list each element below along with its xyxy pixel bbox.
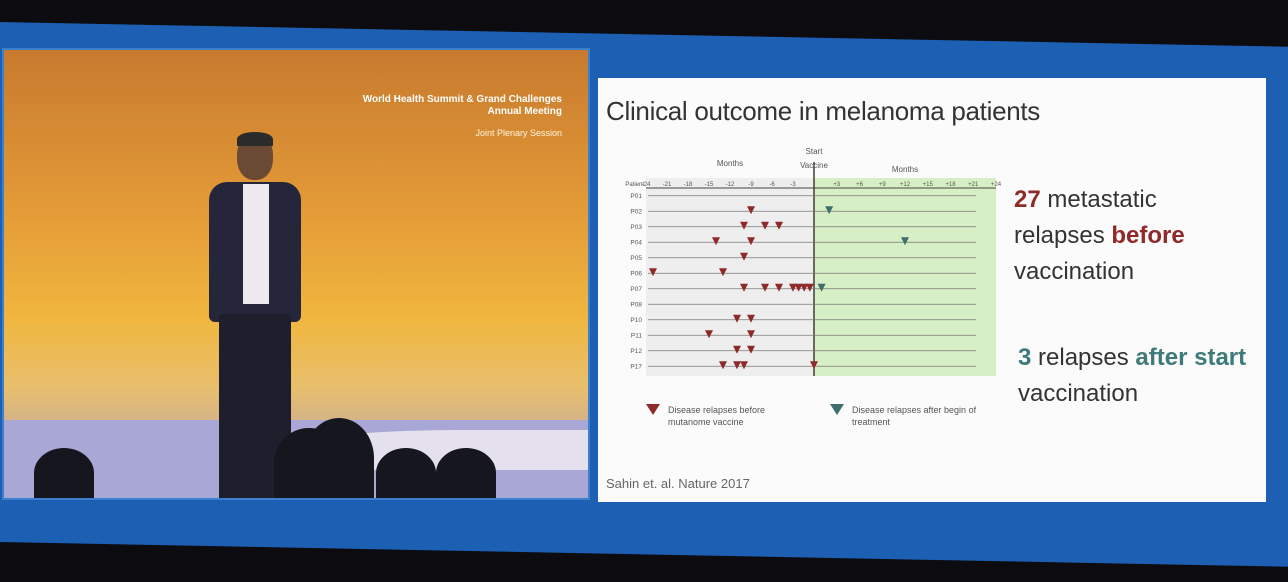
relapse-before-marker — [740, 283, 748, 292]
stat-before-text2: relapses — [1014, 222, 1112, 249]
audience-head — [376, 448, 436, 498]
relapse-before-marker — [747, 206, 755, 215]
patient-label: P12 — [630, 348, 642, 355]
relapse-before-marker — [747, 314, 755, 323]
relapse-before-marker — [789, 283, 797, 292]
relapse-before-marker — [775, 221, 783, 230]
stat-after-vaccination: 3 relapses after start vaccination — [1018, 340, 1246, 412]
speaker-hair — [237, 132, 273, 146]
relapse-before-marker — [747, 330, 755, 339]
header-months-before: Months — [717, 159, 743, 168]
audience-head — [436, 448, 496, 498]
relapse-before-marker — [740, 252, 748, 261]
relapse-before-marker — [705, 330, 713, 339]
patient-label: P07 — [630, 286, 642, 293]
post-vaccine-region — [814, 178, 996, 376]
tick-label-before: -15 — [705, 182, 714, 188]
tick-label-after: +18 — [945, 182, 956, 188]
slide-citation: Sahin et. al. Nature 2017 — [606, 476, 750, 491]
legend-before-label: Disease relapses before mutanome vaccine — [668, 405, 766, 427]
audience-head — [304, 418, 374, 498]
patient-label: P17 — [630, 363, 642, 370]
tick-label-after: +3 — [833, 182, 841, 188]
relapse-before-marker — [740, 361, 748, 370]
relapse-before-marker — [747, 345, 755, 354]
patient-header: Patient — [625, 182, 644, 188]
slide-title: Clinical outcome in melanoma patients — [606, 96, 1041, 126]
relapse-after-marker — [817, 283, 826, 292]
relapse-before-marker — [733, 314, 741, 323]
relapse-before-marker — [810, 361, 818, 370]
stat-before-vaccination: 27 metastatic relapses before vaccinatio… — [1014, 182, 1185, 290]
speaker-shirt — [243, 184, 269, 304]
relapse-before-marker — [775, 283, 783, 292]
legend-before-marker — [646, 404, 660, 415]
stat-before-text: metastatic — [1047, 186, 1157, 213]
summit-subtitle: Joint Plenary Session — [475, 128, 562, 138]
patient-label: P11 — [631, 332, 642, 339]
relapse-before-marker — [712, 237, 720, 246]
tick-label-after: +6 — [856, 182, 864, 188]
header-months-after: Months — [892, 165, 918, 174]
tick-label-after: +12 — [900, 182, 911, 188]
stat-after-number: 3 — [1018, 344, 1032, 371]
relapse-before-marker — [733, 345, 741, 354]
patient-label: P01 — [630, 193, 642, 200]
tick-label-after: +15 — [923, 182, 934, 188]
patient-label: P06 — [630, 270, 642, 277]
relapse-before-marker — [761, 221, 769, 230]
tick-label-before: -12 — [726, 182, 735, 188]
relapse-before-marker — [747, 237, 755, 246]
relapse-before-marker — [733, 361, 741, 370]
relapse-before-marker — [719, 361, 727, 370]
stat-after-text2: vaccination — [1018, 380, 1139, 407]
audience-head — [34, 448, 94, 498]
patient-label: P05 — [630, 255, 642, 262]
tick-label-before: -3 — [790, 182, 796, 188]
relapse-after-marker — [825, 206, 834, 215]
live-video-panel: World Health Summit & Grand Challenges A… — [2, 48, 590, 500]
patient-label: P04 — [630, 239, 642, 246]
tick-label-before: -18 — [684, 182, 693, 188]
tick-label-before: -21 — [663, 182, 672, 188]
tick-label-before: -9 — [748, 182, 754, 188]
relapse-before-marker — [649, 268, 657, 277]
patient-label: P02 — [630, 208, 642, 215]
tick-label-after: +9 — [879, 182, 887, 188]
relapse-before-marker — [761, 283, 769, 292]
legend-after-label: Disease relapses after begin of treatmen… — [852, 405, 977, 427]
tick-label-before: -24 — [642, 182, 651, 188]
relapse-after-marker — [901, 237, 909, 246]
tick-label-after: +24 — [991, 182, 1002, 188]
patient-label: P03 — [630, 224, 642, 231]
tick-label-after: +21 — [968, 182, 979, 188]
pre-vaccine-region — [646, 178, 814, 376]
stat-after-keyword: after start — [1135, 344, 1247, 371]
summit-title: World Health Summit & Grand Challenges A… — [362, 94, 562, 117]
stat-before-text3: vaccination — [1014, 258, 1135, 285]
relapse-before-marker — [740, 221, 748, 230]
relapse-before-marker — [719, 268, 727, 277]
relapse-timeline-chart: MonthsStartVaccineMonths-24-21-18-15-12-… — [625, 147, 1002, 376]
relapse-before-marker — [800, 283, 809, 292]
presentation-slide: Clinical outcome in melanoma patients Mo… — [598, 78, 1266, 502]
patient-label: P08 — [630, 301, 642, 308]
legend-after-marker — [830, 404, 844, 415]
header-start-vaccine: Start — [806, 147, 824, 156]
patient-label: P10 — [630, 317, 642, 324]
stat-before-number: 27 — [1014, 186, 1041, 213]
tick-label-before: -6 — [769, 182, 775, 188]
stat-before-keyword: before — [1111, 222, 1185, 249]
relapse-before-marker — [805, 283, 814, 292]
relapse-before-marker — [794, 283, 803, 292]
stat-after-text: relapses — [1038, 344, 1136, 371]
